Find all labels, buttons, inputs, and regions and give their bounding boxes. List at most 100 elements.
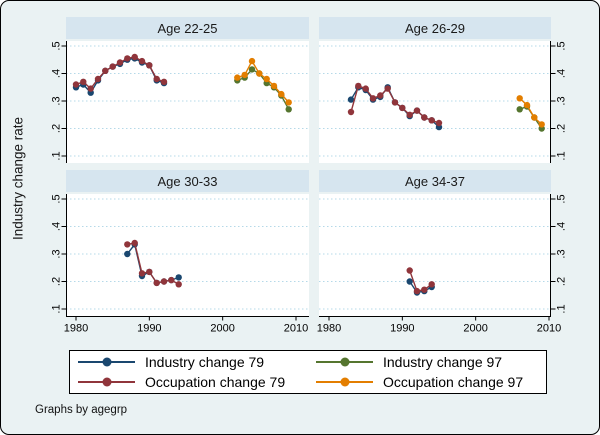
data-point xyxy=(94,75,102,83)
data-point xyxy=(516,95,523,102)
data-point xyxy=(285,106,292,113)
y-tick-label: .2 xyxy=(556,124,568,133)
y-tick-label: .1 xyxy=(556,151,568,160)
data-point xyxy=(109,63,116,70)
legend-label: Industry change 79 xyxy=(145,353,265,370)
y-tick-label: .3 xyxy=(51,96,63,105)
plot-age-26-29: .1 .2 .3 .4 .5 xyxy=(319,41,568,163)
data-point xyxy=(285,99,292,106)
legend-column-right: Industry change 97 Occupation change 97 xyxy=(308,351,546,393)
plot-area xyxy=(66,194,309,316)
data-point xyxy=(248,57,256,65)
y-tick-label: .2 xyxy=(51,124,63,133)
y-tick-label: .2 xyxy=(556,277,568,286)
data-point xyxy=(124,241,131,248)
data-point xyxy=(138,270,146,277)
y-tick-label: .5 xyxy=(556,194,568,203)
data-point xyxy=(87,85,94,92)
data-point xyxy=(175,274,182,281)
data-point xyxy=(355,82,362,90)
data-point xyxy=(102,67,109,74)
data-point xyxy=(80,78,87,85)
panel-title-age-26-29: Age 26-29 xyxy=(319,17,551,39)
data-point xyxy=(523,101,531,109)
x-tick-label: 2000 xyxy=(210,323,234,335)
data-point xyxy=(160,78,168,85)
data-point xyxy=(248,66,256,73)
data-point xyxy=(175,281,182,288)
data-point xyxy=(241,71,248,79)
data-point xyxy=(435,119,443,127)
data-point xyxy=(377,92,384,99)
legend-line-sample-industry-97 xyxy=(316,356,373,367)
y-tick-label: .5 xyxy=(51,41,63,50)
legend-entry-industry-97: Industry change 97 xyxy=(308,352,546,371)
plot-area xyxy=(319,41,551,163)
data-point xyxy=(146,62,153,69)
data-point xyxy=(124,55,131,62)
y-tick-label: .5 xyxy=(556,41,568,50)
y-tick-label: .3 xyxy=(556,96,568,105)
data-point xyxy=(256,70,263,77)
data-point xyxy=(531,114,538,121)
data-point xyxy=(153,75,160,83)
y-tick-label: .4 xyxy=(556,69,568,78)
legend-marker-icon xyxy=(340,377,349,387)
y-axis-title: Industry change rate xyxy=(10,116,26,241)
data-point xyxy=(406,278,413,285)
x-tick-label: 1980 xyxy=(317,323,341,335)
data-point xyxy=(369,95,377,102)
legend-label: Occupation change 79 xyxy=(145,374,286,391)
y-tick-label: .4 xyxy=(51,222,63,231)
data-point xyxy=(146,268,153,276)
data-point xyxy=(406,267,413,274)
series-line xyxy=(409,281,433,294)
x-tick-label: 1990 xyxy=(137,323,161,335)
legend-label: Industry change 97 xyxy=(383,353,503,370)
y-tick-label: .1 xyxy=(556,304,568,313)
y-tick-label: .4 xyxy=(556,222,568,231)
plot-age-34-37: .1 .2 .3 .4 .5 1980 1990 2000 2010 xyxy=(317,194,568,335)
data-point xyxy=(413,287,421,295)
legend-entry-occupation-79: Occupation change 79 xyxy=(70,373,308,392)
data-point xyxy=(138,57,146,65)
data-point xyxy=(168,276,175,284)
legend-entry-occupation-97: Occupation change 97 xyxy=(308,373,546,392)
legend-line-sample-industry-79 xyxy=(78,356,135,367)
legend-label: Occupation change 97 xyxy=(383,374,524,391)
data-point xyxy=(347,96,355,103)
y-tick-label: .1 xyxy=(51,151,63,160)
data-point xyxy=(362,85,369,92)
legend-marker-icon xyxy=(102,377,111,387)
legend-line-sample-occupation-97 xyxy=(316,377,373,388)
data-point xyxy=(153,279,160,287)
series-line xyxy=(519,97,543,125)
x-tick-label: 2000 xyxy=(463,323,487,335)
x-tick-label: 1980 xyxy=(64,323,88,335)
y-tick-label: .3 xyxy=(51,249,63,258)
data-point xyxy=(399,104,406,112)
graphs-by-note: Graphs by agegrp xyxy=(35,404,128,416)
y-tick-label: .2 xyxy=(51,277,63,286)
legend-column-left: Industry change 79 Occupation change 79 xyxy=(70,351,308,393)
plot-area xyxy=(319,194,551,316)
data-point xyxy=(160,278,168,285)
data-point xyxy=(413,107,421,114)
x-tick-label: 1990 xyxy=(390,323,414,335)
panel-title-age-34-37: Age 34-37 xyxy=(319,170,551,192)
data-point xyxy=(384,85,391,92)
x-tick-label: 2010 xyxy=(284,323,308,335)
y-tick-label: .4 xyxy=(51,69,63,78)
data-point xyxy=(347,108,355,116)
legend-line-sample-occupation-79 xyxy=(78,377,135,388)
y-tick-label: .5 xyxy=(51,194,63,203)
data-point xyxy=(278,90,285,98)
data-point xyxy=(116,59,124,66)
data-point xyxy=(234,74,241,81)
plot-age-30-33: .1 .2 .3 .4 .5 1980 1990 2000 2010 xyxy=(51,194,309,335)
legend: Industry change 79 Occupation change 79 … xyxy=(69,350,547,394)
data-point xyxy=(263,75,270,83)
data-point xyxy=(131,53,138,61)
data-point xyxy=(131,239,138,247)
